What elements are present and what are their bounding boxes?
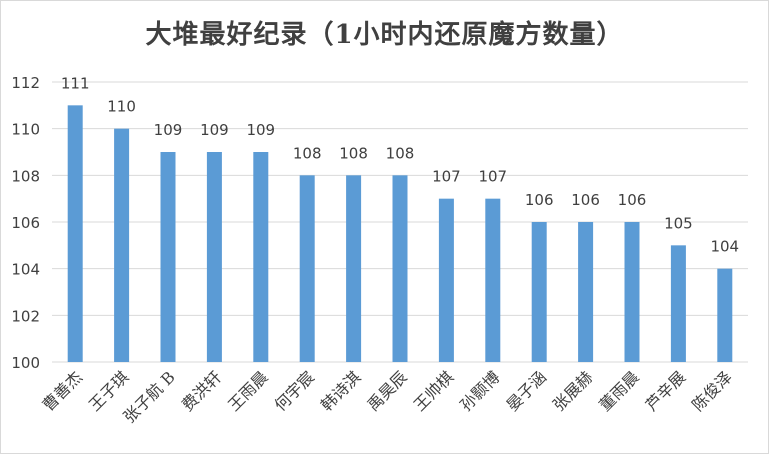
x-tick-label: 陈俊泽	[688, 367, 735, 414]
bars	[67, 105, 733, 362]
bar	[485, 198, 501, 362]
y-tick-label: 110	[11, 121, 40, 139]
y-tick-label: 104	[11, 261, 40, 279]
data-label: 109	[246, 121, 275, 139]
x-tick-label: 王雨晨	[224, 367, 271, 414]
x-tick-label: 费洪轩	[178, 367, 225, 414]
data-label: 106	[525, 191, 554, 209]
bar	[717, 268, 733, 362]
data-label: 111	[61, 74, 90, 92]
y-tick-label: 108	[11, 167, 40, 185]
data-labels: 111 110 109 109 109 108 108 108 107 107 106 106 106 1…	[61, 74, 739, 255]
bar	[531, 222, 547, 362]
y-axis-tick-labels: 100 102 104 106 108 110 112	[11, 74, 40, 372]
bar	[438, 198, 454, 362]
bar	[346, 175, 362, 362]
data-label: 107	[432, 168, 461, 186]
chart-title: 大堆最好纪录（1小时内还原魔方数量）	[145, 20, 624, 50]
bar	[114, 128, 130, 362]
x-tick-label: 晏子涵	[503, 367, 550, 414]
x-tick-label: 张展赫	[549, 367, 596, 414]
data-label: 108	[339, 144, 368, 162]
data-label: 107	[478, 168, 507, 186]
x-tick-label: 何宇宸	[271, 367, 318, 414]
x-tick-label: 王帅棋	[410, 367, 457, 414]
y-tick-label: 102	[11, 307, 40, 325]
y-tick-label: 106	[11, 214, 40, 232]
y-tick-label: 100	[11, 354, 40, 372]
bar	[206, 152, 222, 362]
bar	[624, 222, 640, 362]
bar	[670, 245, 686, 362]
data-label: 108	[386, 144, 415, 162]
x-tick-label: 芦辛展	[642, 367, 689, 414]
bar	[67, 105, 83, 362]
data-label: 106	[618, 191, 647, 209]
bar	[160, 152, 176, 362]
data-label: 106	[571, 191, 600, 209]
bar	[578, 222, 594, 362]
y-tick-label: 112	[11, 74, 40, 92]
data-label: 108	[293, 144, 322, 162]
data-label: 105	[664, 214, 693, 232]
data-label: 104	[710, 238, 739, 256]
bar	[253, 152, 269, 362]
x-tick-label: 张子航 B	[120, 367, 179, 426]
data-label: 109	[154, 121, 183, 139]
x-tick-label: 孙颢博	[456, 367, 503, 414]
x-tick-label: 禹昊辰	[363, 367, 410, 414]
bar	[392, 175, 408, 362]
bar	[299, 175, 315, 362]
x-tick-label: 韩诗淇	[317, 367, 364, 414]
data-label: 110	[107, 98, 136, 116]
x-tick-label: 董雨晨	[595, 367, 642, 414]
data-label: 109	[200, 121, 229, 139]
x-tick-label: 曹善杰	[39, 367, 86, 414]
